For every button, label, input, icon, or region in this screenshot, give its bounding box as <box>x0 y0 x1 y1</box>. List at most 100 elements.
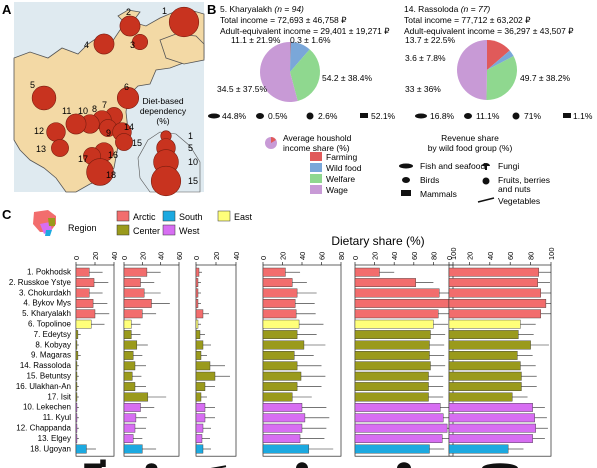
tick-label-fungi-80: 80 <box>429 252 438 260</box>
bar-fish-and-seafood-5-kharyalakh <box>448 309 542 319</box>
income-legend-label-wild-food: Wild food <box>326 163 362 173</box>
site-label-13: 13 <box>36 144 46 154</box>
legend-birds: Birds <box>420 175 439 185</box>
region-map-south <box>45 230 52 236</box>
site-marker-1 <box>168 6 200 38</box>
bar-birds-14-rassoloda <box>123 361 136 371</box>
revenue-birds-kharyalakh: 0.5% <box>268 111 288 121</box>
revenue-mammals-rassoloda: 1.1% <box>573 111 593 121</box>
map-legend-value-5: 5 <box>188 143 193 153</box>
village-adult-income-kharyalakh: Adult-equivalent income = 29,401 ± 19,27… <box>220 26 390 36</box>
bar-fungi-7-edeytsy <box>354 330 431 339</box>
pie-kharyalakh <box>260 42 321 102</box>
bar-vegetables-5-kharyalakh <box>195 309 204 319</box>
tick-label-fungi-0: 0 <box>351 256 360 260</box>
region-legend-swatch-center <box>116 224 130 236</box>
bar-fish-and-seafood-18-ugoyan <box>448 444 509 454</box>
axis-frame-birds <box>123 264 180 457</box>
bar-fruits-berries-and-nuts-10-lekechen <box>262 403 303 412</box>
bar-mammals-7-edeytsy <box>75 330 79 339</box>
row-label-5-kharyalakh: 5. Kharyalakh <box>22 309 71 318</box>
village-rassoloda: 14. Rassoloda (n = 77) Total income = 77… <box>404 4 593 121</box>
bird-icon-r <box>464 113 472 119</box>
bar-mammals-9-magaras <box>75 351 79 360</box>
region-legend-label-west: West <box>179 226 200 236</box>
bar-fungi-16-ulakhan-an <box>354 382 429 391</box>
site-label-17: 17 <box>78 154 88 164</box>
bar-fruits-berries-and-nuts-2-russkoe-ystye <box>262 278 293 287</box>
legend-mammals: Mammals <box>420 189 457 199</box>
site-marker-6 <box>116 86 140 110</box>
bar-fish-and-seafood-4-bykov-mys <box>448 299 547 308</box>
row-label-13-elgey: 13. Elgey <box>38 434 71 443</box>
bar-vegetables-14-rassoloda <box>195 361 211 371</box>
bar-fruits-berries-and-nuts-6-topolinoe <box>262 319 300 329</box>
tick-label-fungi-40: 40 <box>390 252 399 260</box>
bar-birds-4-bykov-mys <box>123 299 152 308</box>
site-label-10: 10 <box>78 106 88 116</box>
moose-icon-r <box>563 113 571 118</box>
bar-fish-and-seafood-7-edeytsy <box>448 330 519 339</box>
bar-birds-3-chokurdakh <box>123 288 145 298</box>
bar-mammals-17-isit <box>75 392 78 402</box>
moose-icon <box>360 113 368 118</box>
bar-birds-17-isit <box>123 392 149 402</box>
bar-fruits-berries-and-nuts-17-isit <box>262 392 293 402</box>
region-legend-swatch-west <box>162 224 176 236</box>
berry-icon-r <box>512 112 520 120</box>
bar-fruits-berries-and-nuts-16-ulakhan-an <box>262 382 298 391</box>
revenue-legend: Revenue share by wild food group (%) Fish… <box>399 133 550 206</box>
bar-vegetables-13-elgey <box>195 434 203 443</box>
bar-mammals-15-betuntsy <box>75 371 78 381</box>
income-legend-label-wage: Wage <box>326 185 348 195</box>
bar-mammals-5-kharyalakh <box>75 309 96 319</box>
bar-birds-10-lekechen <box>123 403 141 412</box>
tick-label-fish-and-seafood-60: 60 <box>506 252 515 260</box>
bar-vegetables-4-bykov-mys <box>195 299 199 308</box>
site-marker-4 <box>93 33 115 55</box>
village-title-kharyalakh: 5. Kharyalakh (n = 94) <box>220 4 304 14</box>
bar-mammals-11-kyul <box>75 413 78 423</box>
tick-label-fish-and-seafood-80: 80 <box>527 252 536 260</box>
bar-mammals-3-chokurdakh <box>75 288 90 298</box>
income-legend-pie-slice <box>271 137 276 143</box>
bar-fungi-2-russkoe-ystye <box>354 278 416 287</box>
pie-label-welfare: 34.5 ± 37.5% <box>217 84 267 94</box>
bar-vegetables-15-betuntsy <box>195 371 216 381</box>
income-panel: 5. Kharyalakh (n = 94) Total income = 72… <box>208 4 593 206</box>
site-label-11: 11 <box>62 106 71 116</box>
pie-label-wild-r: 3.6 ± 7.8% <box>405 53 446 63</box>
bar-vegetables-18-ugoyan <box>195 444 204 454</box>
bar-fish-and-seafood-6-topolinoe <box>448 319 521 329</box>
fish-icon-r <box>415 113 427 119</box>
tick-label-fish-and-seafood-40: 40 <box>486 252 495 260</box>
tick-label-vegetables-0: 0 <box>192 256 201 260</box>
site-label-6: 6 <box>124 82 129 92</box>
bar-mammals-4-bykov-mys <box>75 299 94 308</box>
bar-vegetables-3-chokurdakh <box>195 288 199 298</box>
pie-slice-farming <box>487 40 510 70</box>
revenue-fish-rassoloda: 16.8% <box>430 111 455 121</box>
legend-vegetables: Vegetables <box>498 196 540 206</box>
bird-icon-legend <box>402 177 410 183</box>
pie-label-welfare-r: 33 ± 36% <box>405 84 441 94</box>
village-kharyalakh: 5. Kharyalakh (n = 94) Total income = 72… <box>217 4 396 121</box>
site-label-7: 7 <box>102 100 107 110</box>
tick-label-mammals-0: 0 <box>72 256 81 260</box>
bar-fungi-17-isit <box>354 392 429 402</box>
tick-label-birds-0: 0 <box>120 256 129 260</box>
site-label-5: 5 <box>30 80 35 90</box>
tick-label-fish-and-seafood-20: 20 <box>465 252 474 260</box>
bar-fruits-berries-and-nuts-15-betuntsy <box>262 371 302 381</box>
chart-title: Dietary share (%) <box>331 234 424 248</box>
legend-fruits: Fruits, berries and nuts <box>498 175 550 194</box>
diet-panel: Region Arctic South East Center West Dietary… <box>9 210 556 468</box>
bar-fruits-berries-and-nuts-4-bykov-mys <box>262 299 296 308</box>
bar-fungi-3-chokurdakh <box>354 288 440 298</box>
berry-icon <box>306 112 314 120</box>
income-legend-label-welfare: Welfare <box>326 174 355 184</box>
village-income-rassoloda: Total income = 77,712 ± 63,202 ₽ <box>404 15 531 25</box>
bar-mammals-8-kobyay <box>75 340 78 350</box>
